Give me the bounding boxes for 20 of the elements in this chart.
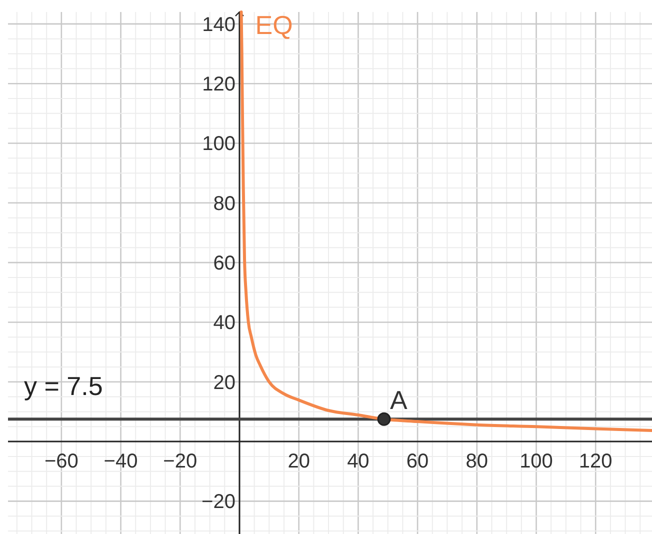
series-label: EQ <box>255 10 293 40</box>
y-tick-label: 80 <box>213 192 236 215</box>
x-tick-label: 40 <box>347 450 370 473</box>
x-tick-label: 120 <box>578 450 612 473</box>
y-tick-label: −20 <box>202 491 236 514</box>
y-tick-label: 40 <box>213 312 236 334</box>
y-tick-label: 20 <box>213 372 236 394</box>
y-tick-label: 60 <box>213 252 236 275</box>
x-tick-label: −40 <box>104 450 138 473</box>
x-tick-label: −20 <box>163 450 198 473</box>
x-tick-label: 20 <box>288 450 310 473</box>
x-tick-label: 80 <box>466 450 488 473</box>
ref-line-label: y = 7.5 <box>24 371 103 402</box>
x-tick-label: 100 <box>520 450 553 473</box>
x-tick-label: −60 <box>44 450 78 473</box>
x-tick-label: 60 <box>406 450 429 473</box>
y-tick-label: 120 <box>202 74 236 96</box>
y-tick-label: 100 <box>202 133 236 156</box>
series-label: A <box>390 385 408 416</box>
y-tick-label: 140 <box>202 14 236 36</box>
